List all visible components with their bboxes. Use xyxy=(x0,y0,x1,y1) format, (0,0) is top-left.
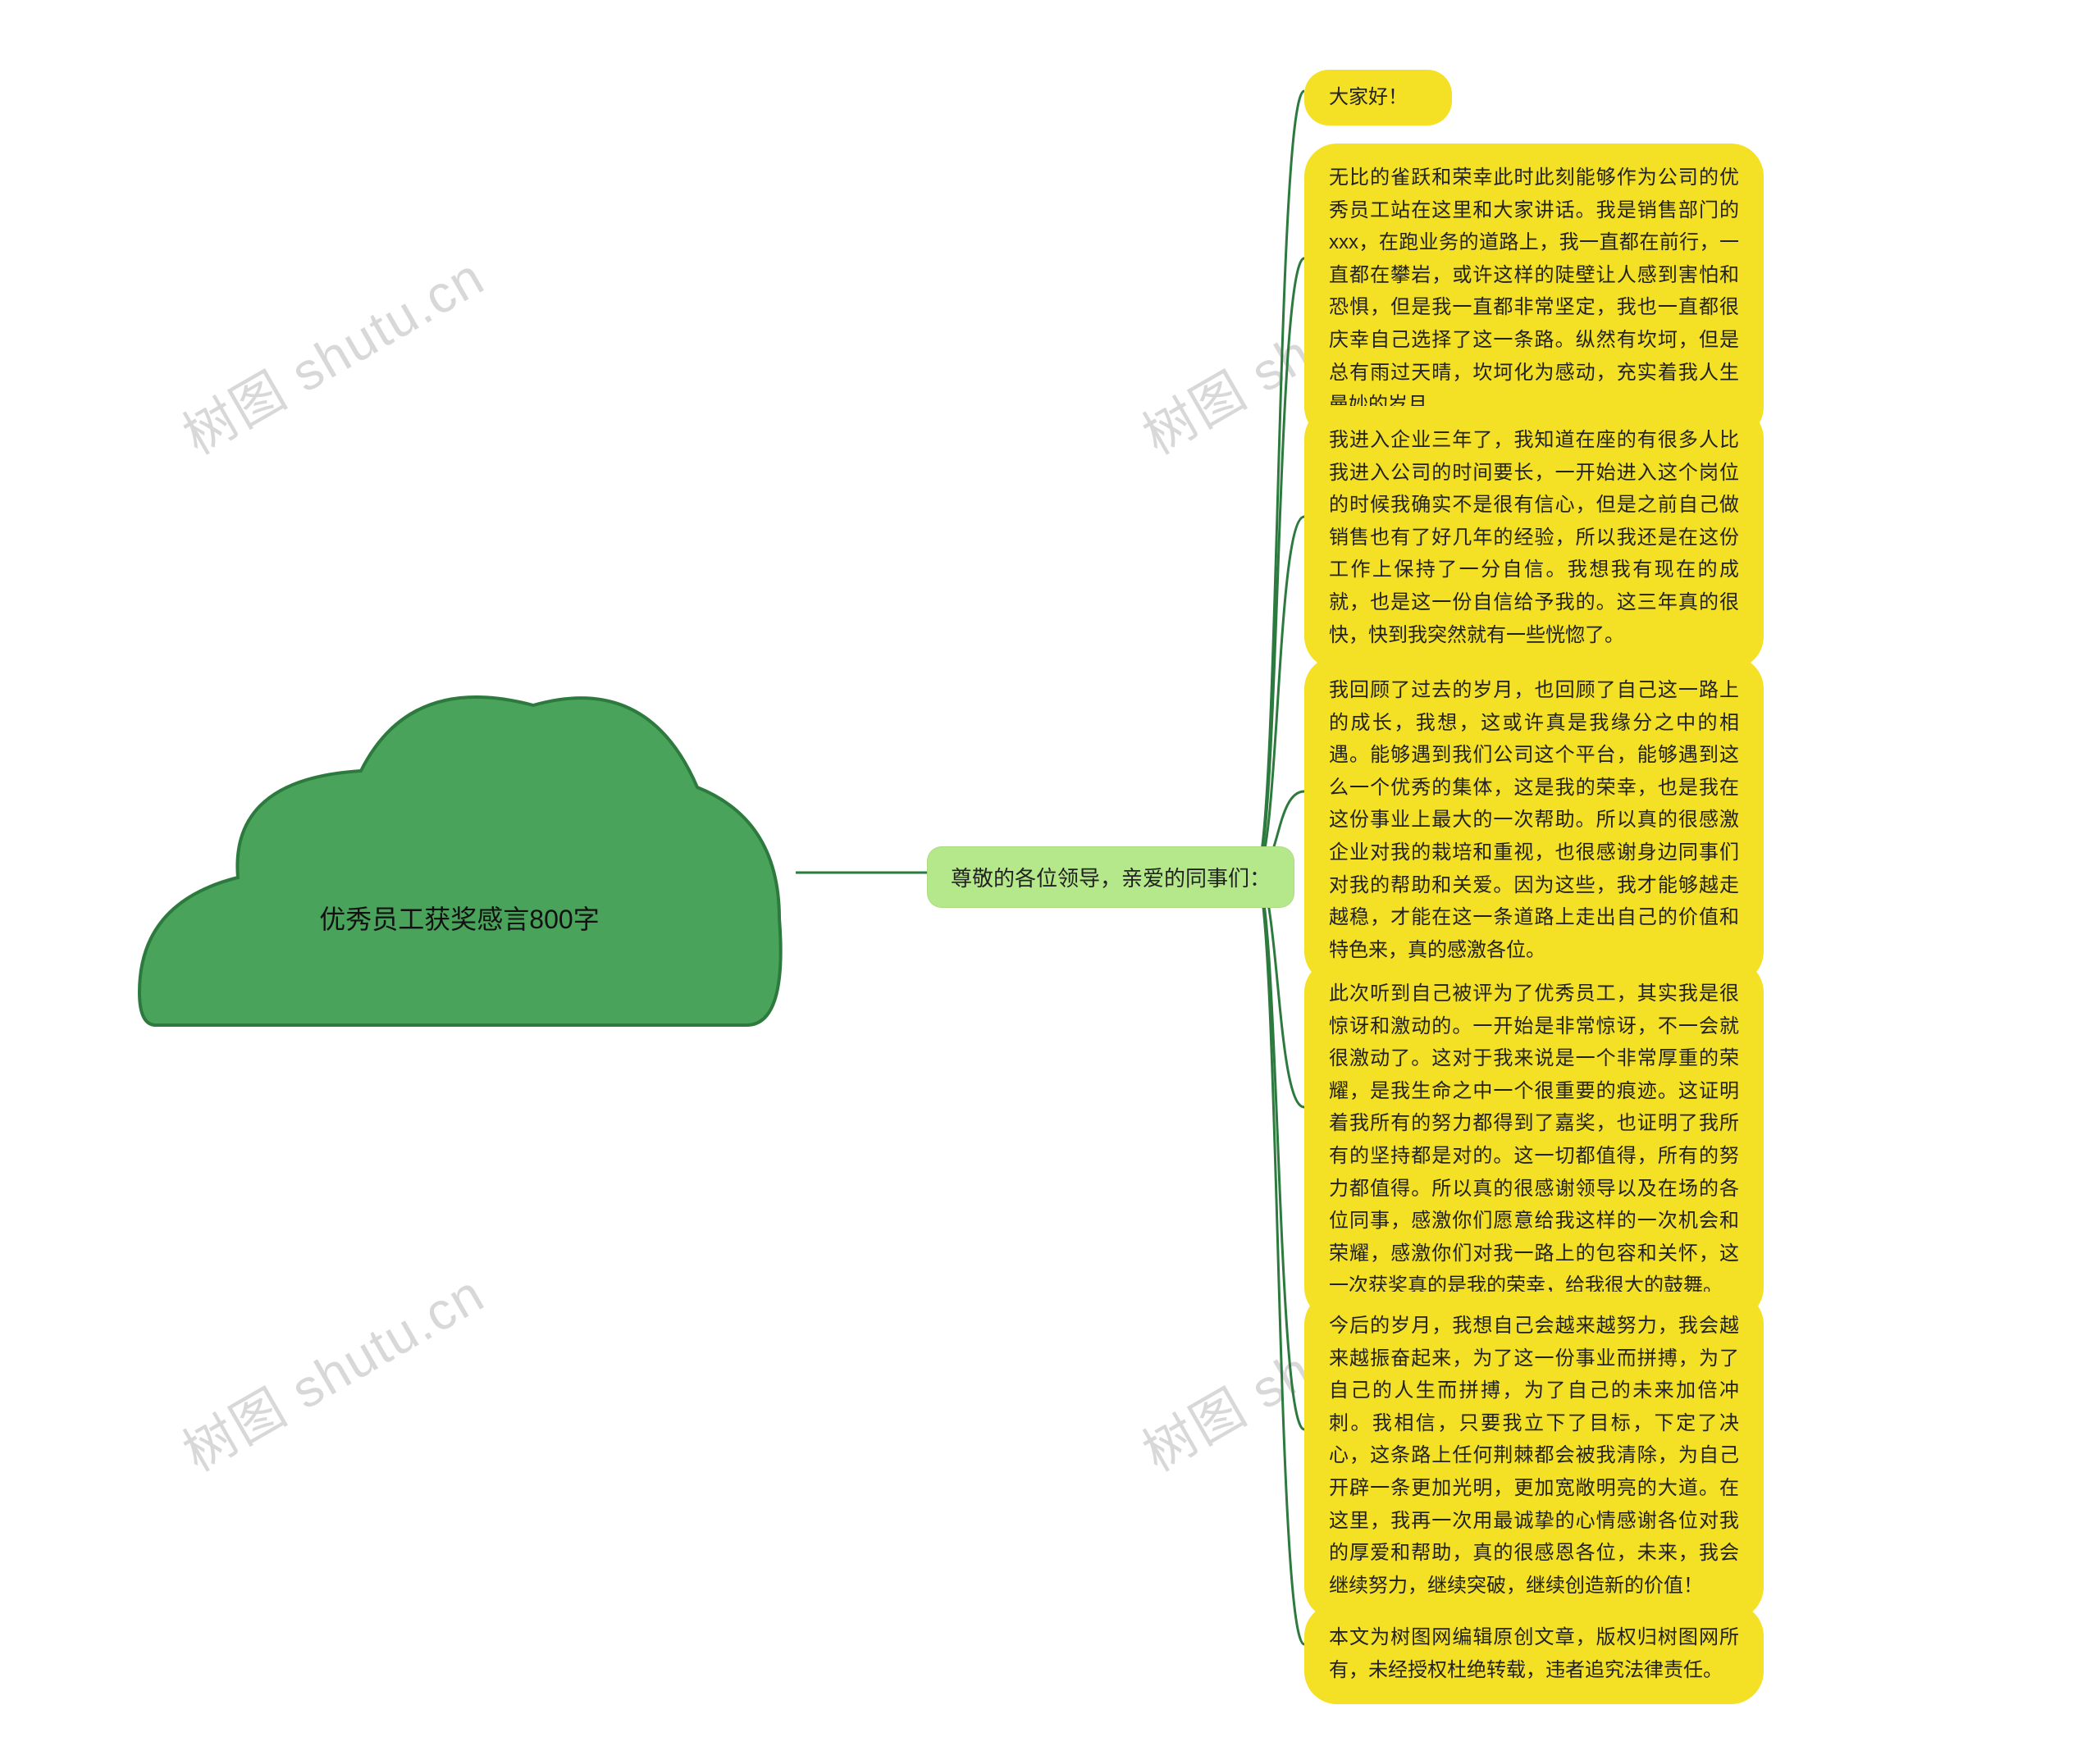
leaf-text: 无比的雀跃和荣幸此时此刻能够作为公司的优秀员工站在这里和大家讲话。我是销售部门的… xyxy=(1329,166,1739,416)
leaf-text: 大家好！ xyxy=(1329,86,1408,108)
leaf-text: 今后的岁月，我想自己会越来越努力，我会越来越振奋起来，为了这一份事业而拼搏，为了… xyxy=(1329,1315,1739,1597)
leaf-node-5[interactable]: 今后的岁月，我想自己会越来越努力，我会越来越振奋起来，为了这一份事业而拼搏，为了… xyxy=(1304,1292,1764,1620)
branch-label: 尊敬的各位领导，亲爱的同事们： xyxy=(951,866,1271,891)
edge-mid-leaf-0 xyxy=(1255,91,1304,873)
cloud-icon xyxy=(123,631,796,1058)
leaf-node-4[interactable]: 此次听到自己被评为了优秀员工，其实我是很惊讶和激动的。一开始是非常惊讶，不一会就… xyxy=(1304,960,1764,1320)
leaf-node-0[interactable]: 大家好！ xyxy=(1304,70,1452,125)
edge-mid-leaf-1 xyxy=(1255,258,1304,873)
edge-mid-leaf-2 xyxy=(1255,517,1304,873)
leaf-node-3[interactable]: 我回顾了过去的岁月，也回顾了自己这一路上的成长，我想，这或许真是我缘分之中的相遇… xyxy=(1304,656,1764,984)
root-node[interactable]: 优秀员工获奖感言800字 xyxy=(123,631,796,1062)
mindmap-canvas: 树图 shutu.cn 树图 shutu.cn 树图 shutu.cn 树图 s… xyxy=(0,0,2100,1746)
leaf-node-2[interactable]: 我进入企业三年了，我知道在座的有很多人比我进入公司的时间要长，一开始进入这个岗位… xyxy=(1304,406,1764,669)
edge-mid-leaf-6 xyxy=(1255,873,1304,1644)
leaf-text: 此次听到自己被评为了优秀员工，其实我是很惊讶和激动的。一开始是非常惊讶，不一会就… xyxy=(1329,982,1739,1297)
leaf-text: 本文为树图网编辑原创文章，版权归树图网所有，未经授权杜绝转载，违者追究法律责任。 xyxy=(1329,1626,1739,1681)
leaf-text: 我回顾了过去的岁月，也回顾了自己这一路上的成长，我想，这或许真是我缘分之中的相遇… xyxy=(1329,679,1739,961)
leaf-text: 我进入企业三年了，我知道在座的有很多人比我进入公司的时间要长，一开始进入这个岗位… xyxy=(1329,429,1739,646)
leaf-node-6[interactable]: 本文为树图网编辑原创文章，版权归树图网所有，未经授权杜绝转载，违者追究法律责任。 xyxy=(1304,1603,1764,1704)
branch-node[interactable]: 尊敬的各位领导，亲爱的同事们： xyxy=(927,846,1294,908)
leaf-node-1[interactable]: 无比的雀跃和荣幸此时此刻能够作为公司的优秀员工站在这里和大家讲话。我是销售部门的… xyxy=(1304,144,1764,440)
root-label: 优秀员工获奖感言800字 xyxy=(123,899,796,937)
